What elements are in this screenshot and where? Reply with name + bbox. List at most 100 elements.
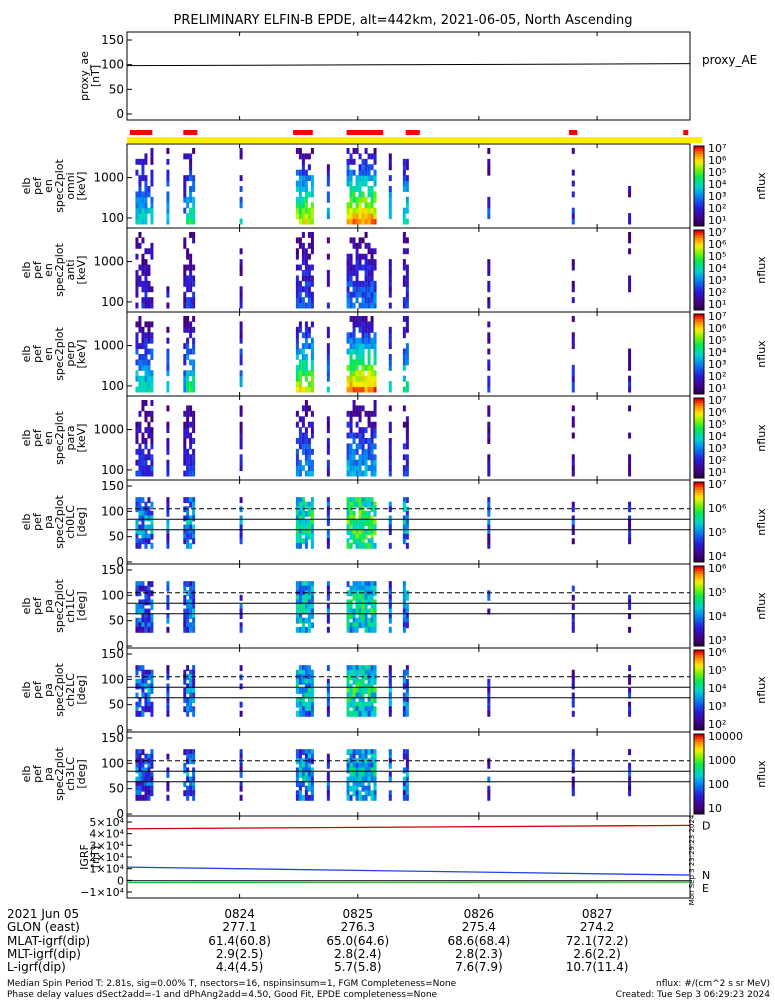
spectrogram-cell <box>367 781 371 788</box>
spectrogram-cell <box>364 706 368 713</box>
spectrogram-cell <box>358 280 362 287</box>
spectrogram-cell <box>298 148 302 154</box>
spectrogram-cell <box>370 270 374 276</box>
spectrogram-cell <box>183 432 187 439</box>
spectrogram-cell <box>364 242 368 249</box>
spectrogram-cell <box>571 218 575 225</box>
spectrogram-cell <box>326 617 330 624</box>
spectrogram-cell <box>367 448 371 455</box>
spectrogram-cell <box>186 386 190 393</box>
spectrogram-cell <box>364 497 368 504</box>
colorbar-segment <box>694 554 704 558</box>
spectrogram-cell <box>388 599 392 606</box>
spectrogram-cell <box>388 275 392 282</box>
spectrogram-cell <box>346 542 350 549</box>
spectrogram-cell <box>192 585 196 592</box>
spectrogram-cell <box>358 594 362 601</box>
spectrogram-cell <box>298 710 302 717</box>
spectrogram-cell <box>346 762 350 769</box>
footer-row-label: L-igrf(dip) <box>7 960 66 974</box>
spectrogram-cell <box>364 529 368 536</box>
spectrogram-cell <box>402 692 406 699</box>
spectrogram-cell <box>370 448 374 455</box>
spectrogram-cell <box>373 781 377 788</box>
spectrogram-cell <box>370 454 374 461</box>
spectrogram-cell <box>487 421 491 428</box>
spectrogram-cell <box>388 438 392 444</box>
spectrogram-cell <box>388 191 392 198</box>
spectrogram-cell <box>310 776 314 783</box>
spectrogram-cell <box>487 169 491 176</box>
spectrogram-cell <box>346 302 350 309</box>
spectrogram-cell <box>364 410 368 417</box>
spectrogram-cell <box>295 533 299 540</box>
spectrogram-cell <box>192 515 196 522</box>
y-axis-label: [deg] <box>75 591 88 620</box>
spectrogram-cell <box>355 701 359 708</box>
spectrogram-cell <box>358 470 362 477</box>
spectrogram-cell <box>166 510 170 517</box>
spectrogram-cell <box>370 762 374 769</box>
spectrogram-cell <box>304 248 308 255</box>
spectrogram-cell <box>388 196 392 203</box>
spectrogram-cell <box>571 674 575 681</box>
spectrogram-cell <box>304 749 308 756</box>
y-axis-label: en <box>42 263 55 277</box>
spectrogram-cell <box>349 613 353 620</box>
spectrogram-cell <box>373 622 377 629</box>
spectrogram-cell <box>298 459 302 466</box>
spectrogram-cell <box>298 697 302 704</box>
spectrogram-cell <box>183 280 187 287</box>
colorbar-segment <box>694 490 704 494</box>
colorbar-segment <box>694 698 704 702</box>
colorbar-segment <box>694 742 704 746</box>
spectrogram-cell <box>307 674 311 681</box>
spectrogram-cell <box>355 448 359 455</box>
spectrogram-cell <box>352 242 356 249</box>
spectrogram-cell <box>298 501 302 508</box>
spectrogram-cell <box>370 538 374 545</box>
spectrogram-cell <box>358 622 362 629</box>
spectrogram-cell <box>388 421 392 428</box>
spectrogram-cell <box>326 772 330 778</box>
y-tick-label: 50 <box>109 698 124 712</box>
spectrogram-cell <box>358 459 362 466</box>
spectrogram-cell <box>355 762 359 769</box>
spectrogram-cell <box>301 515 305 522</box>
spectrogram-cell <box>373 410 377 417</box>
spectrogram-cell <box>144 599 148 606</box>
spectrogram-cell <box>310 237 314 244</box>
spectrogram-cell <box>310 767 314 774</box>
spectrogram-cell <box>138 585 142 592</box>
colorbar-segment <box>694 270 704 274</box>
spectrogram-cell <box>355 196 359 203</box>
spectrogram-cell <box>364 316 368 322</box>
spectrogram-cell <box>138 501 142 508</box>
colorbar-segment <box>694 319 704 323</box>
spectrogram-cell <box>370 501 374 508</box>
spectrogram-cell <box>304 354 308 360</box>
spectrogram-cell <box>301 270 305 276</box>
spectrogram-cell <box>361 706 365 713</box>
spectrogram-cell <box>370 459 374 466</box>
spectrogram-cell <box>355 542 359 549</box>
spectrogram-cell <box>307 524 311 531</box>
colorbar-segment <box>694 487 704 491</box>
spectrogram-cell <box>192 337 196 344</box>
spectrogram-cell <box>367 275 371 282</box>
spectrogram-cell <box>352 381 356 388</box>
spectrogram-cell <box>346 470 350 477</box>
spectrogram-cell <box>326 326 330 333</box>
spectrogram-cell <box>388 772 392 778</box>
spectrogram-cell <box>298 297 302 304</box>
spectrogram-cell <box>186 375 190 382</box>
spectrogram-cell <box>304 533 308 540</box>
spectrogram-cell <box>307 590 311 597</box>
spectrogram-cell <box>150 153 154 160</box>
spectrogram-cell <box>304 432 308 439</box>
spectrogram-cell <box>298 465 302 472</box>
spectrogram-cell <box>370 186 374 192</box>
colorbar-tick-label: 10² <box>708 370 726 383</box>
spectrogram-cell <box>189 470 193 477</box>
colorbar-segment <box>694 690 704 694</box>
